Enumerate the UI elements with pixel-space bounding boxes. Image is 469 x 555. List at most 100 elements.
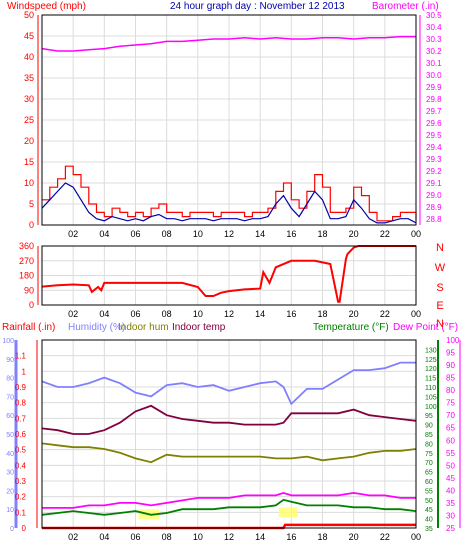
direction-x-tick-label: 10 xyxy=(193,309,203,319)
baro-y-tick-label: 29.6 xyxy=(426,119,442,128)
humidity-y-tick-label: 100 xyxy=(2,338,14,345)
temp-x-tick-label: 04 xyxy=(99,532,109,542)
wind-y-tick-label: 20 xyxy=(24,136,34,146)
dewpoint-y-tick-label: 85 xyxy=(446,374,455,383)
baro-y-tick-label: 30.4 xyxy=(426,23,442,32)
temp-x-tick-label: 22 xyxy=(380,532,390,542)
series-indoor-hum xyxy=(41,442,417,464)
humidity-y-tick-label: 80 xyxy=(6,376,14,383)
direction-x-tick-label: 00 xyxy=(411,309,421,319)
wind-y-tick-label: 5 xyxy=(29,199,34,209)
wind-y-tick-label: 40 xyxy=(24,52,34,62)
solar-highlight xyxy=(278,507,298,518)
temp-x-tick-label: 14 xyxy=(255,532,265,542)
wind-y-tick-label: 0 xyxy=(29,220,34,230)
dewpoint-y-tick-label: 35 xyxy=(446,499,455,508)
humidity-y-tick-label: 90 xyxy=(6,357,14,364)
direction-y-tick-label: 360 xyxy=(19,241,34,251)
temp-x-tick-label: 16 xyxy=(286,532,296,542)
wind-x-tick-label: 04 xyxy=(99,229,109,239)
humidity-y-tick-label: 30 xyxy=(6,470,14,477)
baro-y-tick-label: 29.4 xyxy=(426,143,442,152)
wind-x-tick-label: 02 xyxy=(68,229,78,239)
baro-y-tick-label: 29.5 xyxy=(426,131,442,140)
temp-x-tick-label: 00 xyxy=(411,532,421,542)
direction-x-tick-label: 16 xyxy=(286,309,296,319)
rain-y-tick-label: 1.1 xyxy=(15,352,27,361)
temp-x-tick-label: 18 xyxy=(317,532,327,542)
temperature-y-tick-label: 115 xyxy=(425,376,436,383)
wind-x-tick-label: 10 xyxy=(193,229,203,239)
dewpoint-y-tick-label: 75 xyxy=(446,399,455,408)
direction-frame xyxy=(41,245,417,306)
direction-x-tick-label: 18 xyxy=(317,309,327,319)
temp-x-tick-label: 02 xyxy=(68,532,78,542)
wind-x-tick-label: 14 xyxy=(255,229,265,239)
temp-x-tick-label: 08 xyxy=(162,532,172,542)
direction-y-tick-label: 270 xyxy=(19,256,34,266)
dewpoint-y-tick-label: 55 xyxy=(446,449,455,458)
baro-y-tick-label: 29.0 xyxy=(426,191,442,200)
temperature-y-tick-label: 105 xyxy=(425,394,437,401)
direction-x-tick-label: 08 xyxy=(162,309,172,319)
baro-y-tick-label: 29.7 xyxy=(426,107,442,116)
dewpoint-y-tick-label: 95 xyxy=(446,349,455,358)
dewpoint-y-tick-label: 25 xyxy=(446,524,455,533)
dewpoint-y-tick-label: 40 xyxy=(446,486,455,495)
temperature-y-tick-label: 85 xyxy=(425,432,433,439)
wind-y-tick-label: 25 xyxy=(24,115,34,125)
dewpoint-y-tick-label: 60 xyxy=(446,436,455,445)
dewpoint-y-tick-label: 100 xyxy=(446,336,460,345)
humidity-y-tick-label: 50 xyxy=(6,432,14,439)
barometer-series xyxy=(41,35,416,52)
temp-x-tick-label: 12 xyxy=(224,532,234,542)
wind-axis-title: Windspeed (mph) xyxy=(7,1,86,12)
temperature-y-tick-label: 40 xyxy=(425,517,433,524)
baro-y-tick-label: 28.9 xyxy=(426,203,442,212)
baro-y-tick-label: 29.3 xyxy=(426,155,442,164)
baro-y-tick-label: 29.1 xyxy=(426,179,442,188)
wind-y-tick-label: 15 xyxy=(24,157,34,167)
direction-y-tick-label: 180 xyxy=(19,271,34,281)
rain-y-tick-label: 0.9 xyxy=(15,383,27,392)
temperature-y-tick-label: 50 xyxy=(425,498,433,505)
dewpoint-y-tick-label: 45 xyxy=(446,474,455,483)
direction-y-tick-label: 0 xyxy=(29,300,34,310)
direction-x-tick-label: 06 xyxy=(130,309,140,319)
baro-y-tick-label: 30.0 xyxy=(426,71,442,80)
direction-x-tick-label: 14 xyxy=(255,309,265,319)
series-dew-point xyxy=(42,491,416,509)
direction-x-tick-label: 04 xyxy=(99,309,109,319)
graph-date-title: 24 hour graph day : November 12 2013 xyxy=(170,1,345,12)
baro-y-tick-label: 30.2 xyxy=(426,47,442,56)
wind-y-tick-label: 50 xyxy=(24,10,34,20)
dewpoint-y-tick-label: 90 xyxy=(446,361,455,370)
temp-frame xyxy=(41,339,417,529)
rain-y-tick-label: 0.1 xyxy=(15,508,27,517)
temp-x-tick-label: 20 xyxy=(349,532,359,542)
humidity-y-tick-label: 40 xyxy=(6,451,14,458)
series-humidity xyxy=(41,361,416,406)
dewpoint-axis-title: Dew Point (°F) xyxy=(393,322,458,333)
temperature-y-tick-label: 90 xyxy=(425,423,433,430)
wind-y-tick-label: 10 xyxy=(24,178,34,188)
wind-gust-series xyxy=(42,165,417,222)
compass-label: N xyxy=(436,242,444,254)
temperature-axis-title: Temperature (°F) xyxy=(313,322,389,333)
compass-label: S xyxy=(436,282,443,294)
dewpoint-y-tick-label: 50 xyxy=(446,461,455,470)
rain-axis-title: Rainfall (.in) xyxy=(2,322,55,333)
rain-y-tick-label: 0.3 xyxy=(15,477,27,486)
humidity-y-tick-label: 60 xyxy=(6,413,14,420)
compass-label: W xyxy=(435,262,446,274)
wind-direction-series xyxy=(41,245,416,303)
wind-x-tick-label: 08 xyxy=(162,229,172,239)
temperature-y-tick-label: 65 xyxy=(425,470,433,477)
indoor-temp-title: Indoor temp xyxy=(172,322,226,333)
rain-y-tick-label: 1 xyxy=(22,367,27,376)
temperature-y-tick-label: 110 xyxy=(425,385,436,392)
direction-x-tick-label: 02 xyxy=(68,309,78,319)
dewpoint-y-tick-label: 30 xyxy=(446,511,455,520)
axis-layer xyxy=(14,14,461,529)
